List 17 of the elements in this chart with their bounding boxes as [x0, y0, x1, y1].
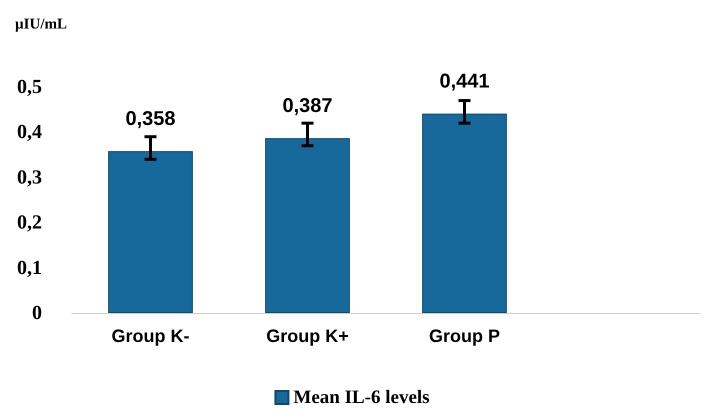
data-label: 0,387 — [282, 95, 333, 118]
y-axis-title: µIU/mL — [15, 16, 67, 32]
y-tick-label: 0,2 — [17, 212, 42, 234]
y-tick-label: 0,1 — [17, 256, 42, 279]
y-tick-label: 0,3 — [17, 166, 42, 188]
x-tick-label: Group K+ — [266, 326, 349, 346]
data-label: 0,441 — [439, 70, 490, 93]
bar — [265, 138, 350, 313]
y-tick-label: 0,4 — [17, 121, 42, 144]
data-label: 0,358 — [125, 108, 176, 130]
legend-label: Mean IL-6 levels — [293, 387, 430, 408]
bar — [108, 151, 193, 313]
y-tick-label: 0 — [32, 302, 42, 324]
x-tick-label: Group P — [429, 326, 500, 346]
y-tick-label: 0,5 — [17, 76, 42, 98]
bar — [422, 114, 507, 313]
x-tick-label: Group K- — [112, 326, 190, 346]
